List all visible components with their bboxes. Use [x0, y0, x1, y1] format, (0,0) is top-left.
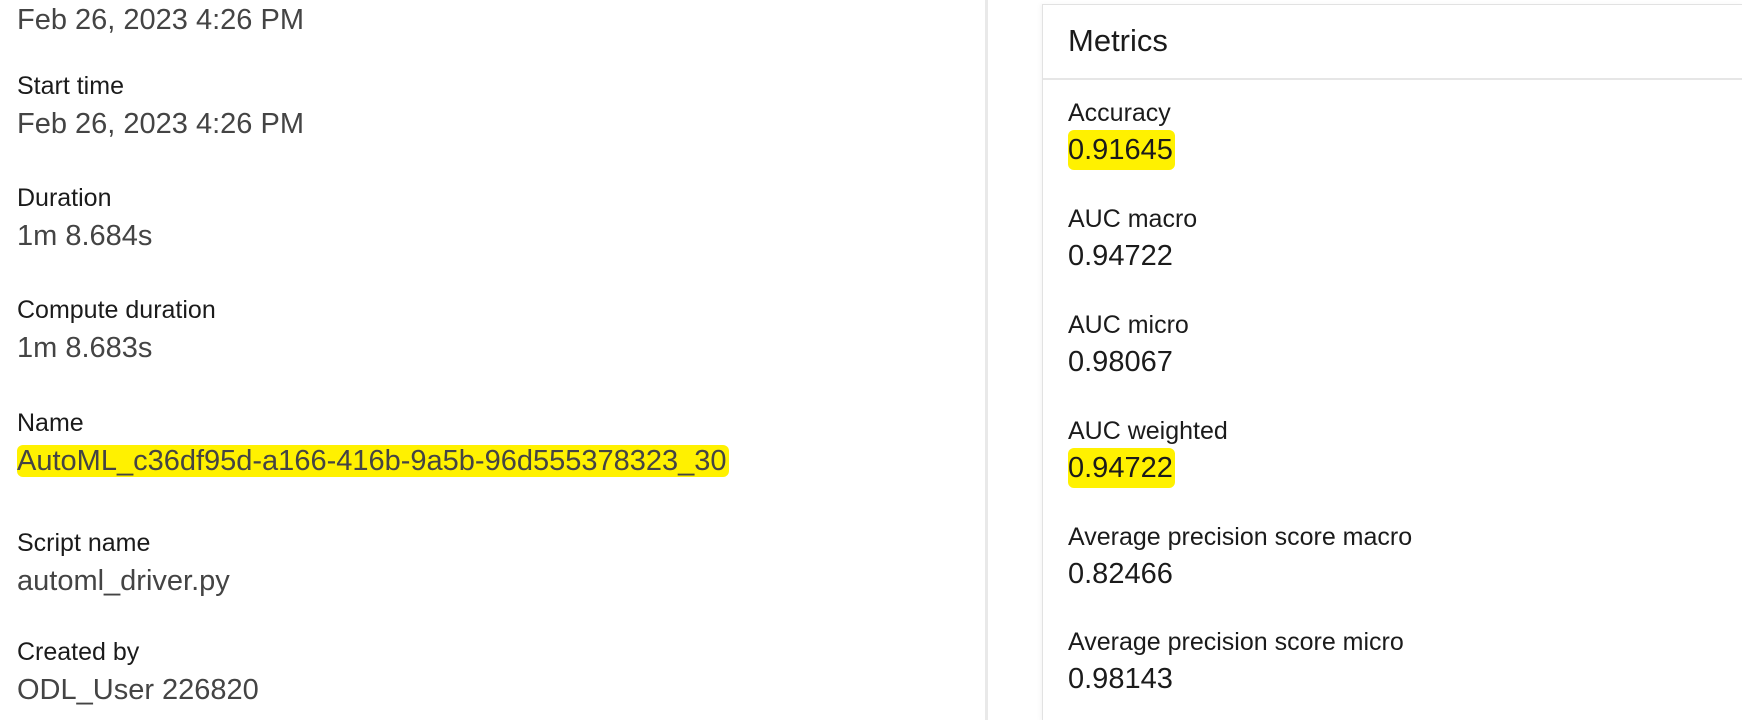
- metric-value: 0.98143: [1068, 663, 1173, 695]
- compute-duration-property: Compute duration 1m 8.683s: [17, 294, 216, 368]
- metric-value: 0.94722: [1068, 448, 1175, 488]
- metric-auc-micro: AUC micro 0.98067: [1068, 309, 1189, 382]
- duration-value: 1m 8.684s: [17, 220, 153, 252]
- metric-auc-macro: AUC macro 0.94722: [1068, 203, 1197, 276]
- duration-property: Duration 1m 8.684s: [17, 182, 152, 256]
- run-properties-panel: Feb 26, 2023 4:26 PM Start time Feb 26, …: [17, 4, 729, 710]
- metrics-title: Metrics: [1068, 23, 1168, 58]
- metric-value: 0.94722: [1068, 240, 1173, 272]
- metric-value: 0.91645: [1068, 130, 1175, 170]
- start-time-property: Start time Feb 26, 2023 4:26 PM: [17, 70, 304, 144]
- name-value-row: AutoML_c36df95d-a166-416b-9a5b-96d555378…: [17, 441, 729, 481]
- metric-label: AUC weighted: [1068, 417, 1228, 445]
- metric-label: AUC macro: [1068, 205, 1198, 233]
- panel-divider: [985, 0, 988, 720]
- metric-average-precision-micro: Average precision score micro 0.98143: [1068, 626, 1404, 699]
- end-time-value: Feb 26, 2023 4:26 PM: [17, 4, 304, 36]
- metric-label: Average precision score macro: [1068, 523, 1413, 551]
- start-time-value: Feb 26, 2023 4:26 PM: [17, 108, 304, 140]
- metric-label: AUC micro: [1068, 311, 1189, 339]
- metric-value: 0.98067: [1068, 346, 1173, 378]
- created-by-property: Created by ODL_User 226820: [17, 636, 259, 710]
- metric-average-precision-macro: Average precision score macro 0.82466: [1068, 521, 1412, 594]
- metric-label: Accuracy: [1068, 99, 1171, 127]
- created-by-label: Created by: [17, 638, 140, 666]
- script-name-property: Script name automl_driver.py: [17, 527, 230, 601]
- name-label: Name: [17, 409, 84, 437]
- compute-duration-value: 1m 8.683s: [17, 332, 153, 364]
- script-name-value[interactable]: automl_driver.py: [17, 565, 230, 597]
- compute-duration-label: Compute duration: [17, 296, 216, 324]
- name-property: Name AutoML_c36df95d-a166-416b-9a5b-96d5…: [17, 407, 729, 481]
- metrics-card: Metrics Accuracy 0.91645 AUC macro 0.947…: [1042, 4, 1742, 720]
- metric-auc-weighted: AUC weighted 0.94722: [1068, 415, 1228, 488]
- metric-label: Average precision score micro: [1068, 628, 1404, 656]
- metrics-header-divider: [1043, 78, 1742, 80]
- metric-value: 0.82466: [1068, 558, 1173, 590]
- start-time-label: Start time: [17, 72, 124, 100]
- run-name-value[interactable]: AutoML_c36df95d-a166-416b-9a5b-96d555378…: [17, 445, 729, 477]
- script-name-label: Script name: [17, 529, 151, 557]
- metric-accuracy: Accuracy 0.91645: [1068, 97, 1175, 170]
- duration-label: Duration: [17, 184, 112, 212]
- created-by-value: ODL_User 226820: [17, 674, 259, 706]
